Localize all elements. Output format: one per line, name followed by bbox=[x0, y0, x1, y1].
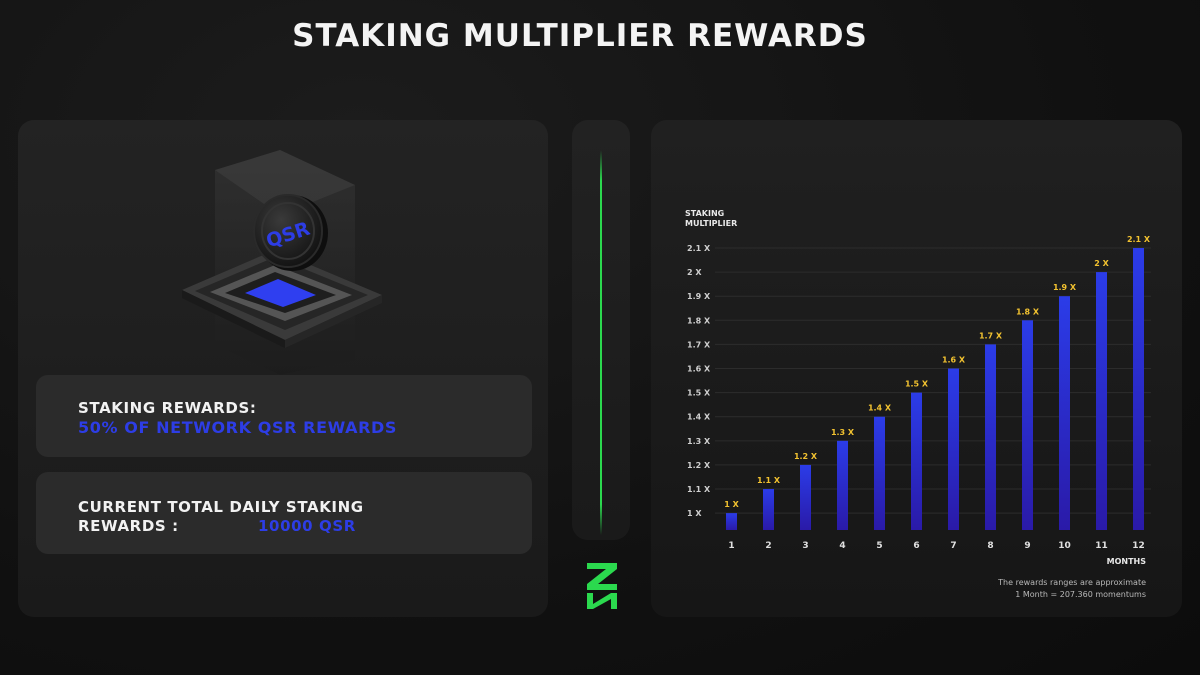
y-tick-label: 2 X bbox=[687, 268, 702, 277]
bar-data-label: 1.1 X bbox=[757, 476, 781, 485]
y-tick-label: 1.2 X bbox=[687, 461, 711, 470]
x-tick-label: 5 bbox=[876, 541, 882, 551]
x-tick-label: 4 bbox=[839, 541, 845, 551]
y-tick-label: 1.7 X bbox=[687, 340, 711, 349]
x-axis-label: MONTHS bbox=[1107, 557, 1147, 566]
daily-rewards-card bbox=[36, 472, 532, 554]
zenon-logo-icon bbox=[587, 563, 617, 609]
bar bbox=[1022, 320, 1033, 530]
bar-data-label: 1.3 X bbox=[831, 428, 855, 437]
bar bbox=[948, 368, 959, 530]
bar-data-label: 1.2 X bbox=[794, 452, 818, 461]
bar-data-label: 1 X bbox=[724, 500, 739, 509]
staking-rewards-value: 50% OF NETWORK QSR REWARDS bbox=[78, 418, 398, 437]
y-tick-label: 1.6 X bbox=[687, 365, 711, 374]
bar bbox=[874, 416, 885, 530]
x-tick-label: 7 bbox=[950, 541, 956, 551]
bar-data-label: 1.8 X bbox=[1016, 307, 1040, 316]
x-tick-label: 6 bbox=[913, 541, 919, 551]
x-tick-label: 1 bbox=[728, 541, 734, 551]
bar-data-label: 1.4 X bbox=[868, 404, 892, 413]
y-tick-label: 1.1 X bbox=[687, 485, 711, 494]
x-tick-label: 12 bbox=[1132, 541, 1145, 551]
bar bbox=[985, 344, 996, 530]
y-tick-label: 1 X bbox=[687, 509, 702, 518]
x-tick-label: 3 bbox=[802, 541, 808, 551]
bar bbox=[800, 464, 811, 530]
bar bbox=[837, 440, 848, 530]
y-tick-label: 1.9 X bbox=[687, 292, 711, 301]
y-tick-label: 2.1 X bbox=[687, 244, 711, 253]
y-tick-label: 1.4 X bbox=[687, 413, 711, 422]
x-tick-label: 8 bbox=[987, 541, 993, 551]
divider-glow-line bbox=[600, 150, 602, 535]
bar bbox=[726, 513, 737, 530]
x-tick-label: 11 bbox=[1095, 541, 1108, 551]
bar-data-label: 2.1 X bbox=[1127, 235, 1151, 244]
bar-data-label: 1.7 X bbox=[979, 331, 1003, 340]
x-tick-label: 10 bbox=[1058, 541, 1071, 551]
bar-data-label: 1.5 X bbox=[905, 380, 929, 389]
bar bbox=[911, 392, 922, 530]
staking-rewards-card bbox=[36, 375, 532, 457]
y-tick-label: 1.3 X bbox=[687, 437, 711, 446]
multiplier-bar-chart: STAKING MULTIPLIER MONTHS 1 X 1.1 X 1.2 X 1… bbox=[685, 209, 1151, 566]
approximation-note: The rewards ranges are approximate bbox=[998, 578, 1146, 587]
x-tick-label: 2 bbox=[765, 541, 771, 551]
bar-data-label: 1.6 X bbox=[942, 356, 966, 365]
y-axis-label-line1: STAKING bbox=[685, 209, 724, 218]
bar-data-label: 2 X bbox=[1094, 259, 1109, 268]
qsr-cube-illustration: QSR bbox=[182, 150, 382, 375]
page-title: STAKING MULTIPLIER REWARDS bbox=[292, 18, 868, 54]
bar bbox=[1059, 296, 1070, 530]
daily-rewards-value: 10000 QSR bbox=[258, 517, 356, 535]
bar bbox=[1133, 248, 1144, 530]
y-tick-label: 1.8 X bbox=[687, 316, 711, 325]
y-tick-label: 1.5 X bbox=[687, 389, 711, 398]
staking-rewards-label: STAKING REWARDS: bbox=[78, 399, 257, 417]
bar bbox=[763, 489, 774, 530]
x-tick-label: 9 bbox=[1024, 541, 1030, 551]
bar-data-label: 1.9 X bbox=[1053, 283, 1077, 292]
momentum-note: 1 Month = 207.360 momentums bbox=[1015, 590, 1146, 599]
daily-rewards-label-line2: REWARDS : bbox=[78, 517, 179, 535]
daily-rewards-label-line1: CURRENT TOTAL DAILY STAKING bbox=[78, 498, 364, 516]
y-axis-label-line2: MULTIPLIER bbox=[685, 219, 737, 228]
bar bbox=[1096, 272, 1107, 530]
